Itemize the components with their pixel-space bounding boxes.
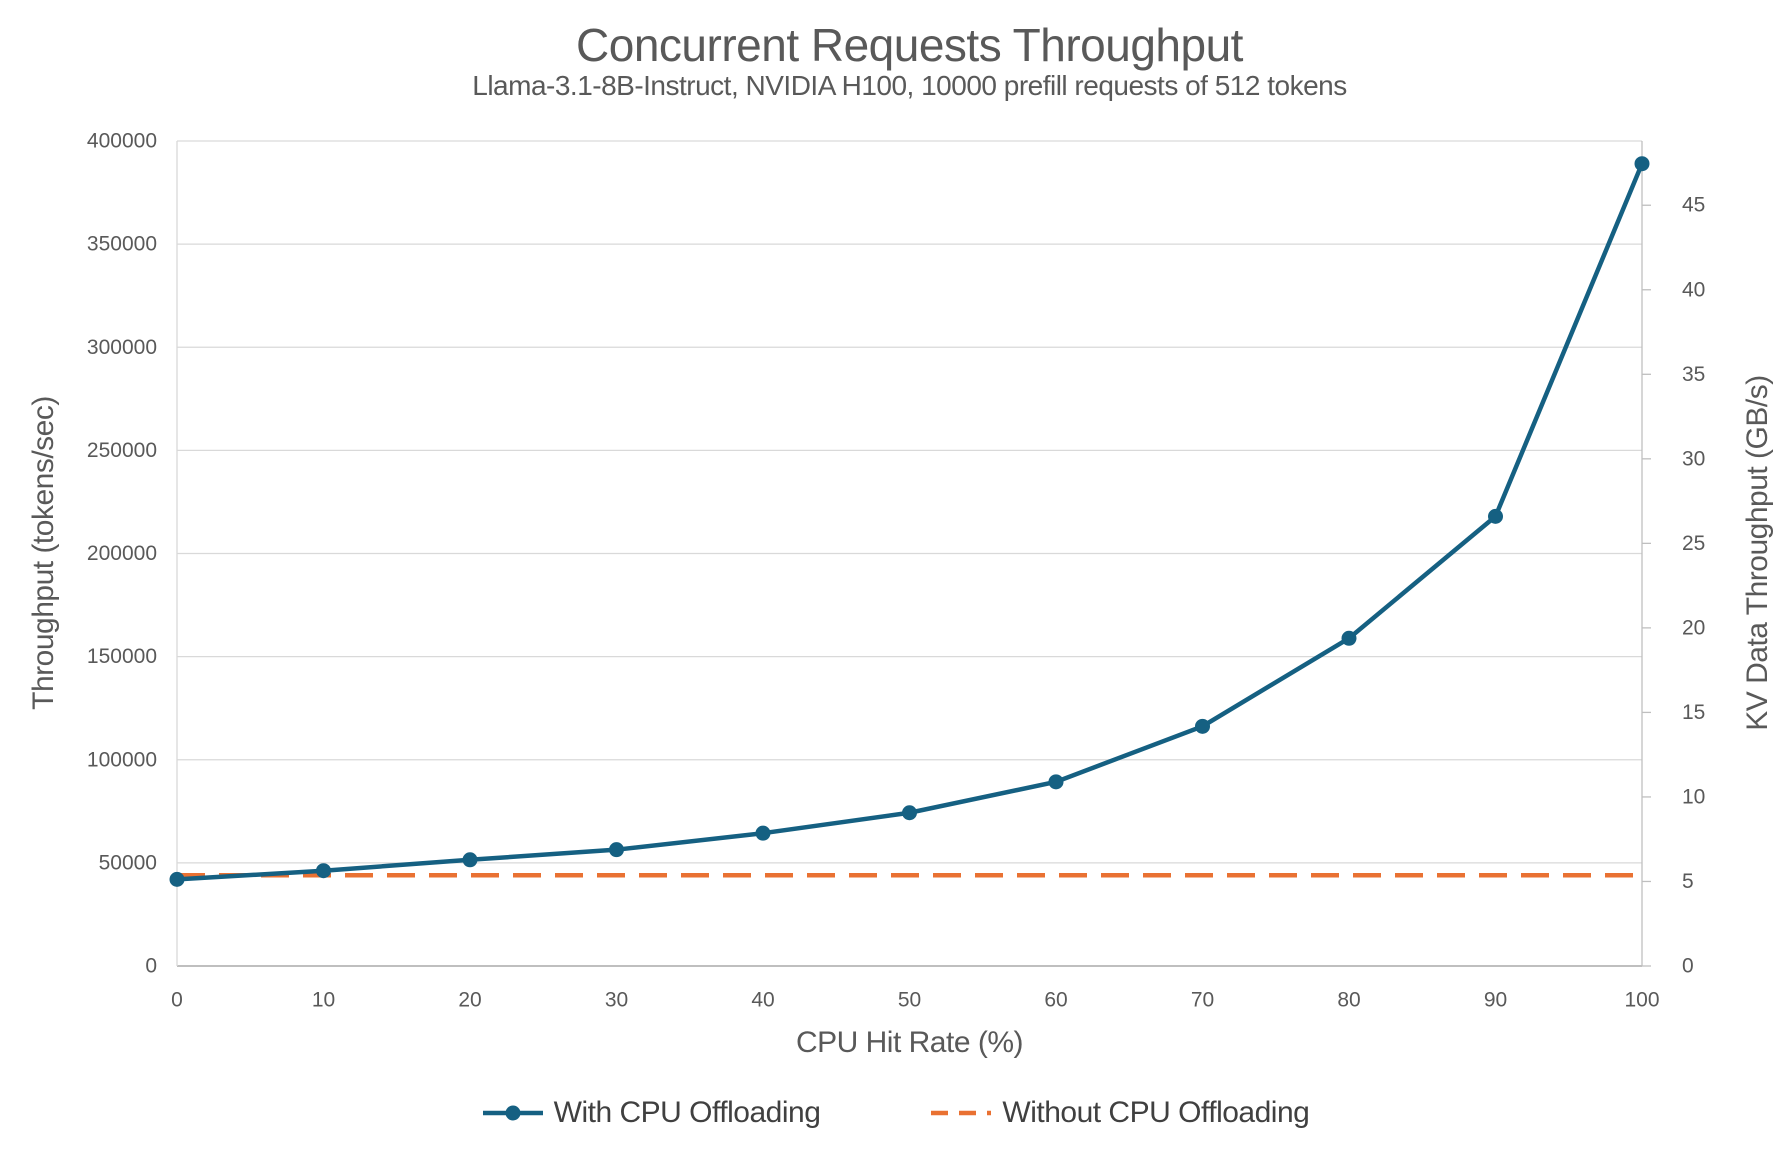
- data-point-with-cpu-offloading: [1634, 156, 1650, 172]
- x-tick-label: 0: [171, 989, 183, 1012]
- chart-title: Concurrent Requests Throughput: [576, 19, 1243, 71]
- x-tick-label: 10: [312, 989, 335, 1012]
- y-right-tick-label: 35: [1682, 363, 1705, 386]
- x-tick-label: 100: [1624, 989, 1659, 1012]
- data-point-with-cpu-offloading: [609, 842, 624, 858]
- x-axis-title: CPU Hit Rate (%): [795, 1026, 1024, 1059]
- legend: With CPU Offloading Without CPU Offloadi…: [0, 1096, 1791, 1130]
- x-tick-label: 50: [898, 989, 921, 1012]
- x-tick-label: 80: [1337, 989, 1360, 1012]
- y-right-tick-label: 0: [1682, 955, 1694, 978]
- chart-subtitle: Llama-3.1-8B-Instruct, NVIDIA H100, 1000…: [472, 70, 1347, 101]
- y-left-tick-label: 250000: [87, 439, 157, 462]
- x-tick-label: 90: [1484, 989, 1507, 1012]
- data-point-with-cpu-offloading: [1341, 630, 1357, 646]
- y-left-tick-label: 50000: [99, 851, 157, 874]
- y-right-tick-label: 30: [1682, 447, 1705, 470]
- x-tick-label: 70: [1191, 989, 1214, 1012]
- legend-label: With CPU Offloading: [553, 1096, 821, 1129]
- y-right-tick-label: 5: [1682, 870, 1694, 893]
- data-point-with-cpu-offloading: [755, 825, 771, 841]
- x-tick-label: 60: [1044, 989, 1067, 1012]
- data-point-with-cpu-offloading: [462, 852, 478, 868]
- x-tick-label: 40: [751, 989, 774, 1012]
- solid-line-marker-swatch-icon: [482, 1105, 543, 1121]
- data-point-with-cpu-offloading: [902, 805, 917, 821]
- dashed-line-swatch-icon: [931, 1110, 992, 1116]
- y-left-tick-label: 350000: [87, 233, 157, 256]
- y-right-tick-label: 10: [1682, 785, 1705, 808]
- data-point-with-cpu-offloading: [1195, 718, 1210, 734]
- y-left-tick-label: 200000: [87, 542, 157, 565]
- data-point-with-cpu-offloading: [316, 863, 331, 879]
- legend-item-without-cpu-offloading: Without CPU Offloading: [930, 1096, 1310, 1130]
- series-line-with-cpu-offloading: [176, 162, 1645, 882]
- x-tick-label: 30: [605, 989, 628, 1012]
- y-right-tick-label: 15: [1682, 701, 1705, 724]
- y-right-tick-label: 45: [1682, 194, 1705, 217]
- y-left-tick-label: 150000: [87, 645, 157, 668]
- x-tick-label: 20: [458, 989, 481, 1012]
- data-point-with-cpu-offloading: [169, 871, 185, 887]
- legend-item-with-cpu-offloading: With CPU Offloading: [482, 1096, 821, 1130]
- y-left-tick-label: 100000: [87, 748, 157, 771]
- y-right-tick-label: 25: [1682, 532, 1705, 555]
- y-right-tick-label: 20: [1682, 616, 1705, 639]
- data-point-with-cpu-offloading: [1048, 774, 1064, 790]
- data-point-with-cpu-offloading: [1488, 508, 1503, 524]
- y-left-tick-label: 300000: [87, 336, 157, 359]
- y-left-tick-label: 0: [145, 955, 157, 978]
- legend-label: Without CPU Offloading: [1002, 1096, 1310, 1129]
- y-left-tick-label: 400000: [87, 130, 157, 153]
- y-right-tick-label: 40: [1682, 278, 1705, 301]
